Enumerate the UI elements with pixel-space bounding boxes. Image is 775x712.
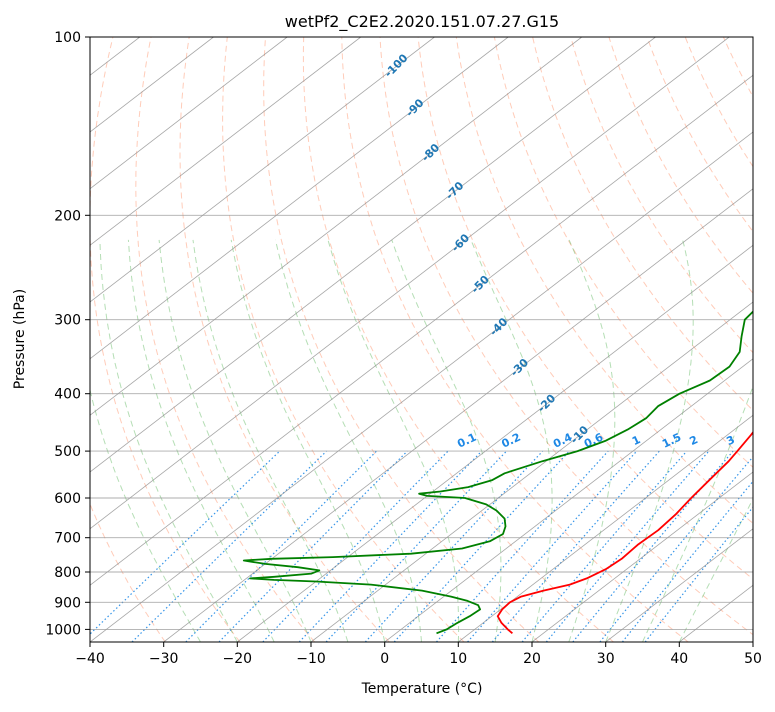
x-tick-label: −30 [149,651,179,667]
y-tick-label: 700 [54,531,81,547]
y-tick-label: 200 [54,208,81,224]
x-tick-label: 50 [744,651,762,667]
y-tick-label: 300 [54,313,81,329]
x-axis-label: Temperature (°C) [361,681,483,697]
y-tick-label: 600 [54,491,81,507]
y-axis-label: Pressure (hPa) [12,289,28,389]
x-tick-label: 10 [449,651,467,667]
x-tick-label: −20 [223,651,253,667]
chart-title: wetPf2_C2E2.2020.151.07.27.G15 [285,12,559,32]
y-tick-label: 500 [54,444,81,460]
x-tick-label: −40 [75,651,105,667]
y-tick-label: 400 [54,387,81,403]
x-tick-label: −10 [296,651,326,667]
x-tick-label: 30 [597,651,615,667]
y-tick-label: 900 [54,595,81,611]
y-tick-label: 800 [54,565,81,581]
y-tick-label: 1000 [45,622,81,638]
x-tick-label: 0 [380,651,389,667]
y-tick-label: 100 [54,30,81,46]
x-tick-label: 20 [523,651,541,667]
x-tick-label: 40 [670,651,688,667]
